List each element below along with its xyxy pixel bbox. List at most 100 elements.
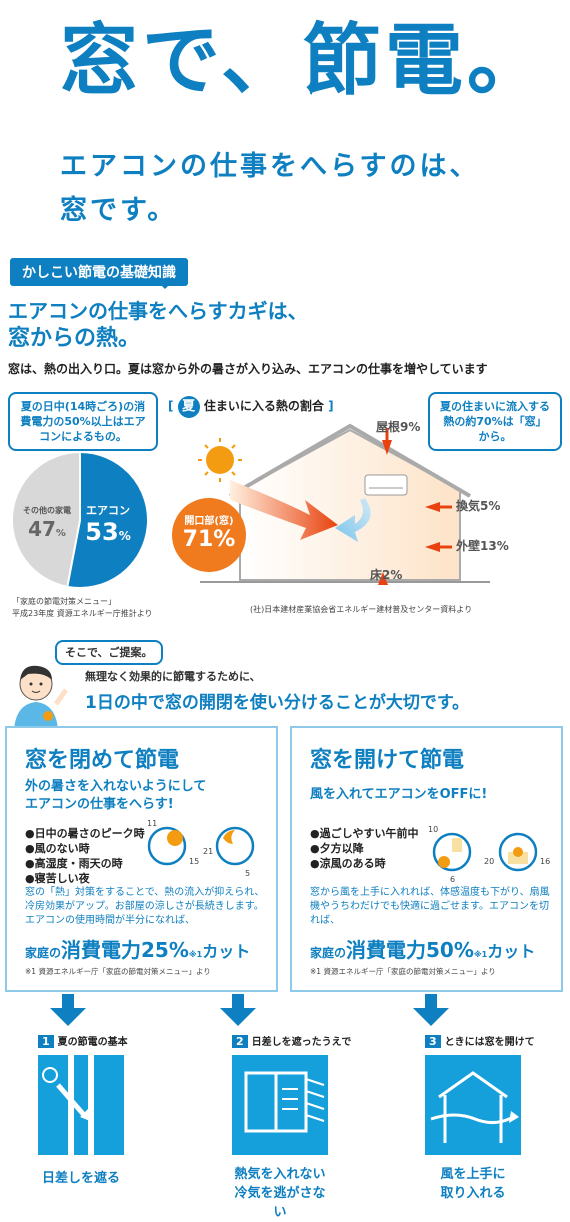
tip-1-caption: 日差しを遮る <box>41 1171 120 1186</box>
tip-2-header: 2 日差しを遮ったうえで <box>232 1030 362 1049</box>
close-bullets: ●日中の暑さのピーク時 ●風のない時 ●高湿度・雨天の時 ●寝苦しい夜 <box>25 826 145 886</box>
sun-icon <box>206 446 234 474</box>
tip-3: 3 ときには窓を開けて 風を上手に 取り入れる <box>425 1030 555 1203</box>
list-item: ●日中の暑さのピーク時 <box>25 827 145 840</box>
clock3-end: 6 <box>450 875 456 884</box>
house-breeze-icon <box>425 1055 521 1155</box>
close-window-card: 窓を閉めて節電 外の暑さを入れないようにして エアコンの仕事をへらす! ●日中の… <box>5 726 278 992</box>
open-savings-value: 消費電力50% <box>346 938 474 962</box>
tip-2-number: 2 <box>232 1035 248 1048</box>
wall-arrow <box>425 542 440 552</box>
open-heading: 窓を開けて節電 <box>310 748 465 773</box>
list-item: ●夕方以降 <box>310 842 364 855</box>
person-illustration <box>14 665 69 730</box>
section-heading-line2: 窓からの熱。 <box>8 326 141 351</box>
pie-other-value: 47 <box>28 517 56 541</box>
open-body: 窓から風を上手に入れれば、体感温度も下がり、扇風機やうちわだけでも快適に過ごせま… <box>310 887 550 926</box>
vent-label: 換気5% <box>456 499 501 513</box>
pie-slice-other <box>10 450 81 588</box>
clock4-start: 20 <box>484 857 495 866</box>
list-item: ●風のない時 <box>25 842 90 855</box>
tip-3-header: 3 ときには窓を開けて <box>425 1030 555 1049</box>
clock4-end: 16 <box>540 857 551 866</box>
tip-1-title: 夏の節電の基本 <box>57 1037 128 1048</box>
floor-label: 床2% <box>370 568 403 582</box>
tip-2: 2 日差しを遮ったうえで 熱気を入れない 冷気を逃がさない <box>232 1030 362 1222</box>
down-arrow-icon <box>413 994 449 1026</box>
close-savings-value: 消費電力25% <box>61 938 189 962</box>
hero-subtitle-line1: エアコンの仕事をへらすのは、 <box>60 151 480 182</box>
clock-evening-icon <box>498 832 538 872</box>
pie-label-other: その他の家電 47% <box>22 505 72 541</box>
close-savings-pre: 家庭の <box>25 946 62 960</box>
page-title: 窓で、節電。 <box>60 16 549 106</box>
open-savings-post: カット <box>487 942 536 961</box>
window-shade-icon <box>232 1055 328 1155</box>
clock1-end: 15 <box>189 857 200 866</box>
tip-2-title: 日差しを遮ったうえで <box>251 1037 352 1048</box>
pie-ac-value: 53 <box>85 518 119 546</box>
down-arrow-icon <box>50 994 86 1026</box>
tip-3-caption: 風を上手に 取り入れる <box>425 1165 521 1203</box>
tip-2-caption-line2: 冷気を逃がさない <box>234 1186 326 1220</box>
pie-source-line2: 平成23年度 資源エネルギー庁推計より <box>12 609 153 618</box>
clock2-end: 5 <box>245 869 251 878</box>
pie-ac-unit: % <box>118 529 131 543</box>
close-heading: 窓を閉めて節電 <box>25 748 180 773</box>
roof-label: 屋根9% <box>376 420 421 434</box>
tip-1-number: 1 <box>38 1035 54 1048</box>
clock3-start: 10 <box>428 825 439 834</box>
wall-label: 外壁13% <box>456 539 509 553</box>
tip-3-number: 3 <box>425 1035 441 1048</box>
open-bullets: ●過ごしやすい午前中 ●夕方以降 ●涼風のある時 <box>310 826 419 871</box>
aircon-icon <box>364 474 408 496</box>
section-tag: かしこい節電の基礎知識 <box>10 258 188 289</box>
clock-morning-icon <box>432 832 472 872</box>
close-savings: 家庭の消費電力25%※1カット <box>25 934 250 963</box>
pie-other-name: その他の家電 <box>23 506 71 515</box>
roof-arrow <box>382 440 392 455</box>
open-savings-pre: 家庭の <box>310 946 347 960</box>
close-savings-note: ※1 <box>188 950 203 959</box>
close-sub-line1: 外の暑さを入れないようにして <box>25 779 207 794</box>
hero-subtitle: エアコンの仕事をへらすのは、 窓です。 <box>60 145 479 233</box>
proposal-bubble: そこで、ご提案。 <box>55 640 163 665</box>
tip-3-caption-line1: 風を上手に <box>440 1167 506 1182</box>
tip-1-header: 1 夏の節電の基本 <box>38 1030 158 1049</box>
close-savings-post: カット <box>202 942 251 961</box>
clock2-start: 21 <box>203 847 214 856</box>
open-subheading: 風を入れてエアコンをOFFに! <box>310 787 488 802</box>
pie-chart <box>10 450 149 589</box>
pie-callout: 夏の日中(14時ごろ)の消費電力の50%以上はエアコンによるもの。 <box>8 392 158 451</box>
open-savings-note: ※1 <box>473 950 488 959</box>
house-callout: 夏の住まいに流入する熱の約70%は「窓」から。 <box>428 392 562 451</box>
opening-badge: 開口部(窓) 71% <box>172 498 246 572</box>
pie-other-unit: % <box>55 528 66 539</box>
pie-ac-name: エアコン <box>86 504 130 517</box>
open-window-card: 窓を開けて節電 風を入れてエアコンをOFFに! ●過ごしやすい午前中 ●夕方以降… <box>290 726 563 992</box>
hero-subtitle-line2: 窓です。 <box>60 195 178 226</box>
open-savings: 家庭の消費電力50%※1カット <box>310 934 535 963</box>
list-item: ●高湿度・雨天の時 <box>25 857 123 870</box>
pie-label-ac: エアコン 53% <box>78 502 138 546</box>
house-title-text: 住まいに入る熱の割合 <box>203 399 324 413</box>
section-heading-line1: エアコンの仕事をへらすカギは、 <box>8 299 308 323</box>
tip-2-caption-line1: 熱気を入れない <box>234 1167 326 1182</box>
cool-air-arrow <box>335 498 371 542</box>
floor-arrow <box>378 572 388 585</box>
proposal-line1: 無理なく効果的に節電するために、 <box>85 670 261 683</box>
tip-3-caption-line2: 取り入れる <box>440 1186 506 1201</box>
close-footnote: ※1 資源エネルギー庁「家庭の節電対策メニュー」より <box>25 967 211 976</box>
opening-value: 71% <box>182 527 236 552</box>
list-item: ●寝苦しい夜 <box>25 872 90 885</box>
list-item: ●過ごしやすい午前中 <box>310 827 419 840</box>
close-body: 窓の「熱」対策をすることで、熱の流入が抑えられ、冷房効果がアップ。お部屋の涼しさ… <box>25 887 265 926</box>
section-description: 窓は、熱の出入り口。夏は窓から外の暑さが入り込み、エアコンの仕事を増やしています <box>8 362 488 376</box>
proposal-line2: 1日の中で窓の開閉を使い分けることが大切です。 <box>85 693 470 713</box>
vent-arrow <box>425 502 440 512</box>
clock-night-icon <box>215 826 255 866</box>
list-item: ●涼風のある時 <box>310 857 386 870</box>
opening-label: 開口部(窓) <box>184 516 234 527</box>
heat-arrow <box>230 480 338 540</box>
house-source: (社)日本建材産業協会省エネルギー建材普及センター資料より <box>250 605 473 614</box>
